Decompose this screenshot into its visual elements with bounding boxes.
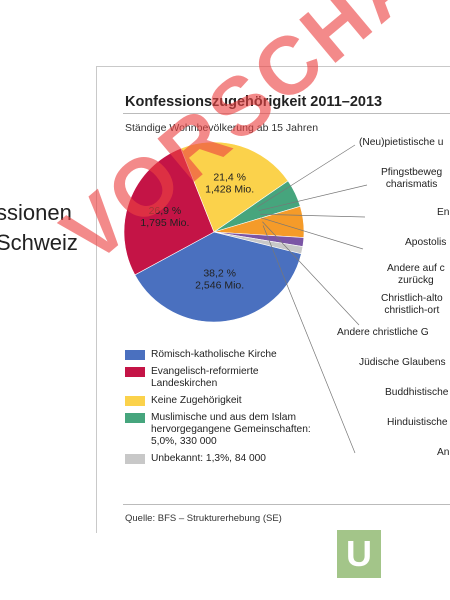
legend-swatch bbox=[125, 396, 145, 406]
right-label-2: En bbox=[437, 207, 450, 218]
pie-data-label-2-1: 1,428 Mio. bbox=[205, 183, 254, 195]
legend-item-2: Keine Zugehörigkeit bbox=[125, 395, 345, 407]
legend-swatch bbox=[125, 413, 145, 423]
chart-subtitle: Ständige Wohnbevölkerung ab 15 Jahren bbox=[125, 122, 319, 134]
chart-title: Konfessionszugehörigkeit 2011–2013 bbox=[125, 94, 383, 110]
right-category-labels: (Neu)pietistische u Pfingstbeweg charisma… bbox=[97, 67, 450, 533]
slide-title-line-2: Schweiz bbox=[0, 230, 78, 255]
leader-line-1 bbox=[258, 184, 368, 212]
leader-line-2 bbox=[260, 213, 366, 218]
pie-data-label-2-0: 21,4 % bbox=[213, 171, 246, 183]
right-label-8: Buddhistische bbox=[385, 387, 449, 398]
legend-swatch bbox=[125, 350, 145, 360]
legend-item-4: Unbekannt: 1,3%, 84 000 bbox=[125, 453, 345, 465]
source-divider bbox=[123, 504, 450, 505]
pie-data-label-0-1: 2,546 Mio. bbox=[195, 280, 244, 292]
title-divider bbox=[123, 113, 450, 114]
right-label-9: Hinduistische bbox=[387, 417, 448, 428]
chart-legend: Römisch-katholische Kirche Evangelisch-re… bbox=[125, 349, 345, 470]
source-note: Quelle: BFS – Strukturerhebung (SE) bbox=[125, 513, 282, 524]
chart-figure: Konfessionszugehörigkeit 2011–2013 Ständ… bbox=[96, 66, 450, 533]
pie-data-label-0-0: 38,2 % bbox=[203, 268, 236, 280]
leader-line-4 bbox=[262, 221, 360, 326]
right-label-5: Christlich-alto christlich-ort bbox=[381, 293, 443, 316]
pie-slice-6 bbox=[213, 231, 304, 255]
right-label-1: Pfingstbeweg charismatis bbox=[381, 167, 443, 190]
legend-item-3: Muslimische und aus dem Islam hervorgega… bbox=[125, 412, 345, 448]
right-label-4: Andere auf c zurückg bbox=[387, 263, 445, 286]
right-label-6: Andere christliche G bbox=[337, 327, 429, 338]
leader-line-0 bbox=[256, 144, 356, 208]
right-label-0: (Neu)pietistische u bbox=[359, 137, 444, 148]
legend-label: Muslimische und aus dem Islam hervorgega… bbox=[151, 412, 311, 447]
legend-label: Keine Zugehörigkeit bbox=[151, 395, 242, 406]
pie-data-label-1-1: 1,795 Mio. bbox=[140, 217, 189, 229]
legend-swatch bbox=[125, 367, 145, 377]
leader-line-5 bbox=[262, 225, 356, 454]
right-label-7: Jüdische Glaubens bbox=[359, 357, 446, 368]
pie-data-label-1-0: 26,9 % bbox=[149, 205, 182, 217]
pie-slice-1 bbox=[123, 147, 215, 276]
logo: U bbox=[337, 530, 381, 578]
pie-slice-2 bbox=[180, 141, 289, 233]
right-label-3: Apostolis bbox=[405, 237, 447, 248]
legend-item-0: Römisch-katholische Kirche bbox=[125, 349, 345, 361]
legend-label: Evangelisch-reformierte Landeskirchen bbox=[151, 366, 259, 389]
right-label-10: An bbox=[437, 447, 450, 458]
legend-item-1: Evangelisch-reformierte Landeskirchen bbox=[125, 366, 345, 390]
leader-line-3 bbox=[261, 217, 364, 250]
pie-slice-0 bbox=[134, 231, 302, 323]
pie-chart: 38,2 %2,546 Mio. 26,9 %1,795 Mio. 21,4 %1,… bbox=[123, 141, 368, 454]
legend-swatch bbox=[125, 454, 145, 464]
slide-title-line-1: ssionen bbox=[0, 200, 72, 225]
legend-label: Unbekannt: 1,3%, 84 000 bbox=[151, 453, 266, 464]
legend-label: Römisch-katholische Kirche bbox=[151, 349, 277, 360]
